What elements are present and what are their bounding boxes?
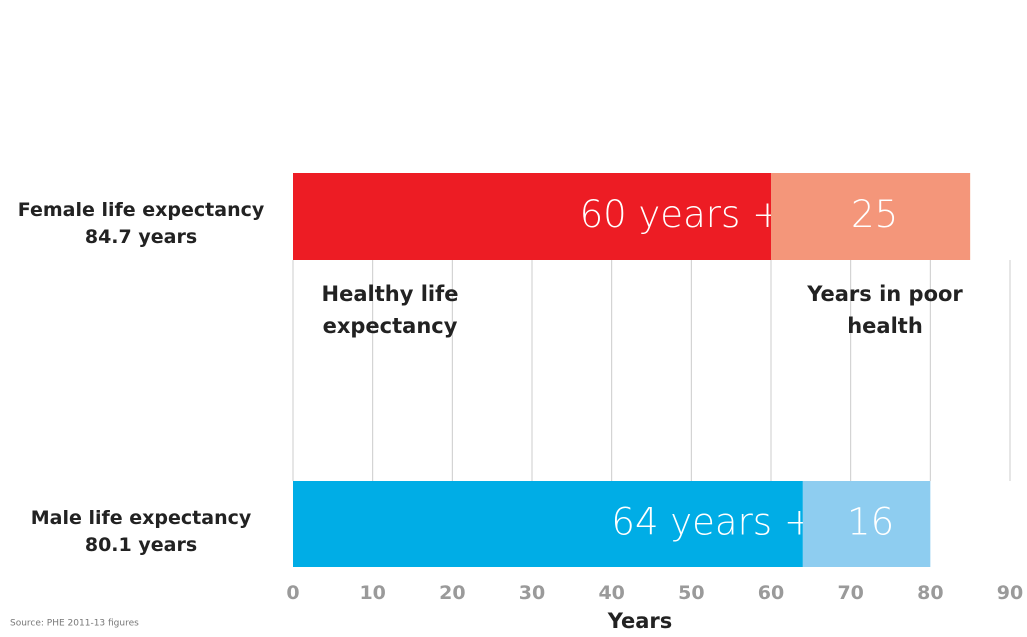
category-label: Female life expectancy — [0, 197, 282, 224]
x-tick-label: 10 — [359, 582, 385, 604]
category-note: 80.1 years — [0, 532, 282, 559]
x-tick-label: 0 — [286, 582, 299, 604]
legend-entry: Years in poor health — [800, 278, 970, 342]
x-tick-label: 80 — [917, 582, 943, 604]
x-tick-label: 70 — [837, 582, 863, 604]
value-label: 60 years + — [580, 193, 783, 236]
category-note: 84.7 years — [0, 224, 282, 251]
x-axis-label: Years — [607, 609, 673, 633]
x-tick-label: 50 — [678, 582, 704, 604]
x-tick-label: 90 — [997, 582, 1023, 604]
x-tick-label: 40 — [598, 582, 624, 604]
value-label: 64 years + — [611, 501, 814, 544]
x-tick-label: 30 — [519, 582, 545, 604]
source-note: Source: PHE 2011-13 figures — [10, 619, 139, 629]
value-label: 16 — [847, 501, 894, 544]
page: {"chart_data": {"type": "stacked-barh", … — [0, 0, 1027, 637]
legend-entry: Healthy life expectancy — [295, 278, 485, 342]
value-label: 25 — [851, 193, 898, 236]
category-label: Male life expectancy — [0, 505, 282, 532]
x-tick-label: 60 — [758, 582, 784, 604]
x-tick-label: 20 — [439, 582, 465, 604]
